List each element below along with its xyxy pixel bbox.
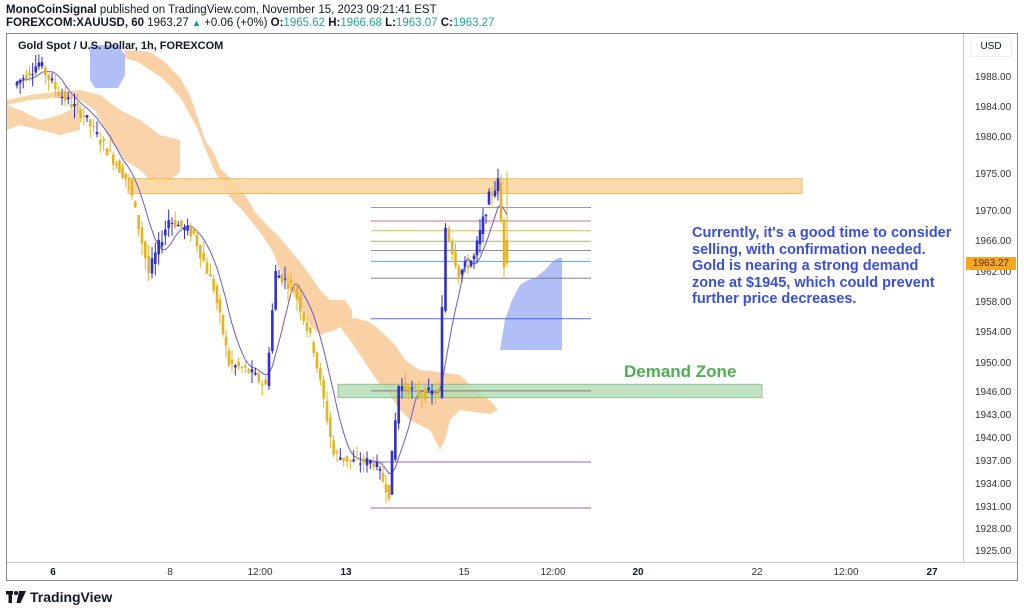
time-tick: 27: [926, 567, 938, 578]
author-name[interactable]: MonoCoinSignal: [6, 4, 97, 16]
price-tick: 1946.00: [975, 387, 1012, 398]
price-tick: 1975.00: [975, 169, 1012, 180]
analysis-annotation[interactable]: Currently, it's a good time to consider …: [692, 225, 952, 307]
last-price-text: 1963.27: [147, 17, 189, 29]
chart-frame: [6, 33, 1018, 581]
last-price-badge: 1963.27: [966, 257, 1016, 270]
demand-zone-label[interactable]: Demand Zone: [624, 362, 737, 381]
time-tick: 12:00: [247, 567, 273, 578]
currency-button[interactable]: USD: [970, 37, 1012, 57]
price-tick: 1962.00: [975, 267, 1012, 278]
change-text: +0.06 (+0%): [204, 17, 268, 29]
price-tick: 1980.00: [975, 132, 1012, 143]
time-tick: 15: [458, 567, 470, 578]
symbol-info: FOREXCOM:XAUUSD, 60 1963.27 ▲ +0.06 (+0%…: [6, 16, 494, 30]
price-tick: 1940.00: [975, 433, 1012, 444]
low-value: 1963.07: [395, 17, 438, 29]
high-label: H:: [328, 17, 341, 29]
chart-title: Gold Spot / U.S. Dollar, 1h, FOREXCOM: [18, 40, 224, 52]
low-label: L:: [385, 17, 396, 29]
time-axis-separator: [7, 562, 1017, 563]
price-tick: 1931.00: [975, 502, 1012, 513]
chart-pane[interactable]: [7, 34, 963, 562]
time-tick: 22: [751, 567, 763, 578]
price-tick: 1925.00: [975, 546, 1012, 557]
price-tick: 1958.00: [975, 297, 1012, 308]
open-value: 1965.62: [283, 17, 325, 29]
price-tick: 1937.00: [975, 456, 1012, 467]
candlestick-chart[interactable]: [7, 34, 963, 562]
price-tick: 1950.00: [975, 358, 1012, 369]
symbol-name: FOREXCOM:XAUUSD, 60: [6, 17, 145, 29]
close-value: 1963.27: [452, 17, 495, 29]
tradingview-logo-icon: [6, 591, 26, 603]
price-tick: 1928.00: [975, 524, 1012, 535]
triangle-up-icon: ▲: [192, 18, 201, 28]
close-label: C:: [440, 17, 453, 29]
price-tick: 1988.00: [975, 72, 1012, 83]
price-tick: 1970.00: [975, 206, 1012, 217]
price-tick: 1966.00: [975, 236, 1012, 247]
time-tick: 6: [50, 567, 56, 578]
publish-info: MonoCoinSignal published on TradingView.…: [6, 3, 437, 17]
price-tick: 1934.00: [975, 479, 1012, 490]
time-tick: 12:00: [540, 567, 566, 578]
open-label: O:: [270, 17, 284, 29]
tradingview-brand[interactable]: TradingView: [6, 589, 112, 605]
time-tick: 12:00: [833, 567, 859, 578]
candles: [15, 54, 509, 504]
price-axis-separator: [963, 34, 964, 562]
time-tick: 13: [340, 567, 352, 578]
time-tick: 8: [167, 567, 173, 578]
price-tick: 1954.00: [975, 327, 1012, 338]
fib-levels: [371, 207, 591, 509]
high-value: 1966.68: [340, 17, 382, 29]
time-tick: 20: [632, 567, 644, 578]
moving-average: [16, 71, 508, 475]
published-text: published on TradingView.com, November 1…: [99, 4, 437, 16]
brand-name: TradingView: [30, 589, 113, 605]
price-tick: 1943.00: [975, 410, 1012, 421]
price-tick: 1984.00: [975, 102, 1012, 113]
